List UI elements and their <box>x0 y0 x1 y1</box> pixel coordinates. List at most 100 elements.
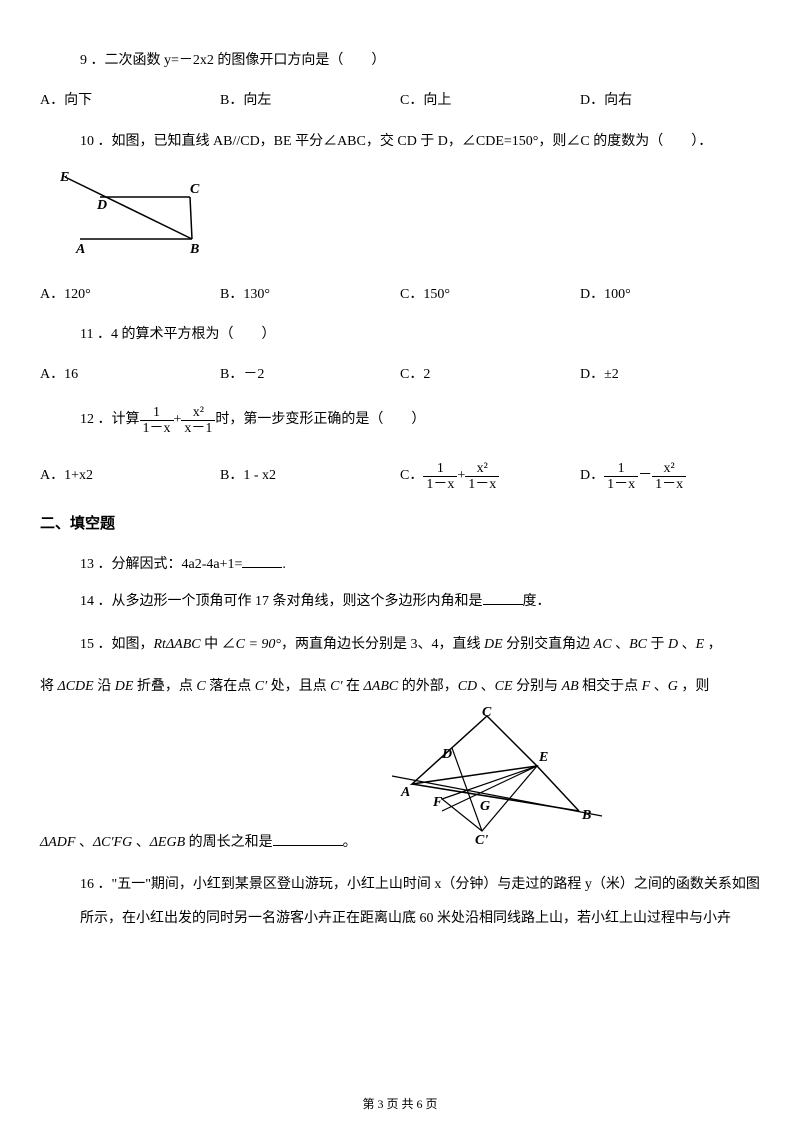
q12-optd-op: － <box>638 465 652 487</box>
q15-l2e: 处，且点 <box>267 679 330 694</box>
q15-dadf: ΔADF <box>40 835 75 850</box>
q9-option-b: B．向左 <box>220 90 400 112</box>
q14-after: 度． <box>523 594 551 609</box>
q12-optd-f1: 1 1－x <box>604 461 638 493</box>
q12-frac1-den: 1－x <box>140 420 174 436</box>
q10-label-B: B <box>189 242 199 257</box>
q15-fig-d: D <box>441 747 452 762</box>
q15-fig-e: E <box>538 750 548 765</box>
page-footer: 第 3 页 共 6 页 <box>0 1095 800 1114</box>
q13-after: . <box>282 557 286 572</box>
q15-comma1: ， <box>704 637 722 652</box>
q15-e: E <box>696 637 705 652</box>
q15-g: G <box>668 679 678 694</box>
q15-l3a: 的周长之和是 <box>185 835 273 850</box>
q15-l2j: ，则 <box>678 679 710 694</box>
q10-options: A．120° B．130° C．150° D．100° <box>40 284 760 306</box>
question-9: 9 ．二次函数 y=－2x2 的图像开口方向是（ ） <box>40 50 760 72</box>
q15-dot2: 、 <box>678 637 696 652</box>
question-10: 10 ．如图，已知直线 AB//CD，BE 平分∠ABC，交 CD 于 D，∠C… <box>40 131 760 266</box>
q10-option-c: C．150° <box>400 284 580 306</box>
q15-fig-g: G <box>480 799 490 814</box>
q15-f: F <box>642 679 651 694</box>
q15-dot1: 、 <box>612 637 630 652</box>
question-12: 12 ．计算 1 1－x + x² x－1 时，第一步变形正确的是（ ） <box>40 405 760 437</box>
q15-l1d: 分别交直角边 <box>503 637 594 652</box>
q15-l2a: 将 <box>40 679 58 694</box>
q12-frac2-den: x－1 <box>181 420 215 436</box>
q12-options: A．1+x2 B．1 - x2 C． 1 1－x + x² 1－x D． 1 1… <box>40 461 760 493</box>
question-14: 14 ．从多边形一个顶角可作 17 条对角线，则这个多边形内角和是度． <box>40 591 760 613</box>
q11-option-a: A．16 <box>40 364 220 386</box>
q15-l1c: ，两直角边长分别是 3、4，直线 <box>281 637 484 652</box>
q12-option-b: B．1 - x2 <box>220 465 400 487</box>
q15-l1a: 15 ．如图， <box>80 637 154 652</box>
q11-option-c: C．2 <box>400 364 580 386</box>
q12-suffix: 时，第一步变形正确的是（ ） <box>215 409 425 431</box>
q9-option-a: A．向下 <box>40 90 220 112</box>
q12-plus: + <box>174 409 182 431</box>
q15-l2d: 落在点 <box>206 679 255 694</box>
q15-de2: DE <box>115 679 134 694</box>
q12-frac1: 1 1－x <box>140 405 174 437</box>
q15-cp2: C′ <box>330 679 342 694</box>
question-13: 13 ．分解因式：4a2-4a+1=. <box>40 554 760 576</box>
q15-bc: BC <box>629 637 647 652</box>
q15-l2b: 沿 <box>94 679 115 694</box>
q10-figure: E D C A B <box>60 167 760 265</box>
q12-frac1-num: 1 <box>140 405 174 420</box>
q10-option-a: A．120° <box>40 284 220 306</box>
q12-optc-f2: x² 1－x <box>465 461 499 493</box>
q15-dcde: ΔCDE <box>58 679 94 694</box>
q15-figure: C A B D E F G C' <box>387 706 607 854</box>
q10-label-C: C <box>190 182 200 197</box>
q12-option-d: D． 1 1－x － x² 1－x <box>580 461 760 493</box>
q9-options: A．向下 B．向左 C．向上 D．向右 <box>40 90 760 112</box>
q15-dot5: 、 <box>75 835 93 850</box>
q13-before: 13 ．分解因式：4a2-4a+1= <box>80 557 242 572</box>
q15-ce: CE <box>495 679 513 694</box>
q15-l2c: 折叠，点 <box>133 679 196 694</box>
q15-fig-cp: C' <box>475 833 488 846</box>
q15-dcpfg: ΔC′FG <box>93 835 132 850</box>
q15-ceq: C = 90° <box>236 637 281 652</box>
question-15: 15 ．如图，RtΔABC 中 ∠C = 90°，两直角边长分别是 3、4，直线… <box>40 627 760 663</box>
q10-diagram: E D C A B <box>60 167 230 257</box>
q15-c: C <box>196 679 205 694</box>
q11-options: A．16 B．－2 C．2 D．±2 <box>40 364 760 386</box>
q15-cp: C′ <box>255 679 267 694</box>
q15-l2h: 分别与 <box>513 679 562 694</box>
q9-text: 9 ．二次函数 y=－2x2 的图像开口方向是（ ） <box>40 50 760 72</box>
q15-rt: RtΔABC <box>154 637 201 652</box>
q15-cd: CD <box>458 679 477 694</box>
q15-fig-c: C <box>482 706 492 720</box>
q11-text: 11 ．4 的算术平方根为（ ） <box>40 324 760 346</box>
q12-optd-f2: x² 1－x <box>652 461 686 493</box>
q15-l1b: 中 ∠ <box>201 637 236 652</box>
q15-diagram: C A B D E F G C' <box>387 706 607 846</box>
q15-l3b: 。 <box>343 835 357 850</box>
q12-frac2: x² x－1 <box>181 405 215 437</box>
q12-optd-label: D． <box>580 465 604 487</box>
section-2-title: 二、填空题 <box>40 512 760 536</box>
q11-option-b: B．－2 <box>220 364 400 386</box>
q15-fig-a: A <box>400 785 410 800</box>
q9-option-c: C．向上 <box>400 90 580 112</box>
q16-text: 16 ．"五一"期间，小红到某景区登山游玩，小红上山时间 x（分钟）与走过的路程… <box>80 877 760 926</box>
q15-dot4: 、 <box>650 679 668 694</box>
q12-optc-label: C． <box>400 465 423 487</box>
q10-option-d: D．100° <box>580 284 760 306</box>
q15-line3-text: ΔADF 、ΔC′FG 、ΔEGB 的周长之和是。 <box>40 732 357 854</box>
q15-fig-b: B <box>581 808 591 823</box>
q15-l2i: 相交于点 <box>579 679 642 694</box>
q15-dabc: ΔABC <box>364 679 399 694</box>
q15-dot6: 、 <box>132 835 150 850</box>
q15-line2: 将 ΔCDE 沿 DE 折叠，点 C 落在点 C′ 处，且点 C′ 在 ΔABC… <box>40 669 760 705</box>
q12-frac2-num: x² <box>181 405 215 420</box>
q12-option-a: A．1+x2 <box>40 465 220 487</box>
q15-dot3: 、 <box>477 679 495 694</box>
q15-blank <box>273 832 343 846</box>
q11-option-d: D．±2 <box>580 364 760 386</box>
q10-option-b: B．130° <box>220 284 400 306</box>
q15-line3: ΔADF 、ΔC′FG 、ΔEGB 的周长之和是。 C A B D E F G … <box>40 706 760 854</box>
